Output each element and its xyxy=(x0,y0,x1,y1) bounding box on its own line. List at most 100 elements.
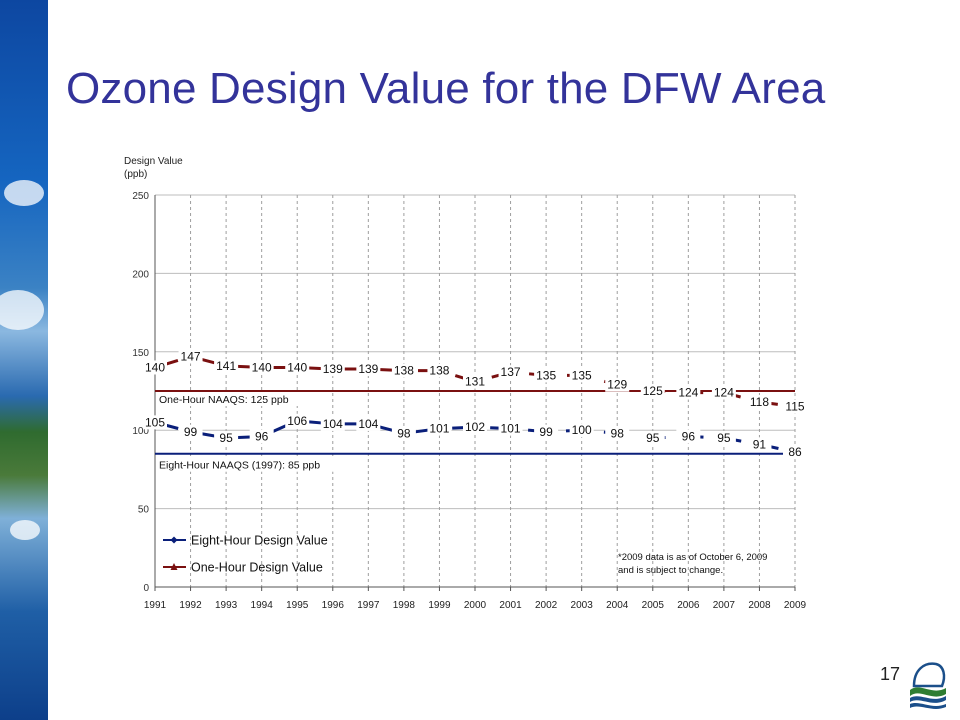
data-label-bg xyxy=(711,385,736,400)
reference-label-bg xyxy=(157,458,341,472)
x-tick-label: 2002 xyxy=(535,600,558,611)
data-label: 147 xyxy=(181,350,201,364)
data-label: 104 xyxy=(323,417,343,431)
y-tick-label: 100 xyxy=(132,426,149,437)
data-label: 140 xyxy=(252,360,272,374)
reference-label-bg xyxy=(157,393,305,406)
y-axis-title: (ppb) xyxy=(124,169,147,180)
data-label: 102 xyxy=(465,420,485,434)
data-label-bg xyxy=(463,420,487,435)
data-label: 99 xyxy=(539,425,553,439)
data-label-bg xyxy=(569,423,594,438)
data-label-bg xyxy=(711,431,736,446)
data-label: 105 xyxy=(145,415,165,429)
data-label-bg xyxy=(676,385,701,400)
x-tick-label: 1995 xyxy=(286,600,309,611)
x-tick-label: 2008 xyxy=(748,600,771,611)
x-tick-label: 1999 xyxy=(428,600,451,611)
data-label-bg xyxy=(463,374,487,389)
x-tick-label: 1993 xyxy=(215,600,238,611)
data-label: 141 xyxy=(216,359,236,373)
data-label: 101 xyxy=(501,422,521,436)
data-label: 96 xyxy=(682,429,696,443)
legend-marker xyxy=(170,536,178,544)
data-label: 115 xyxy=(785,400,804,414)
data-label: 101 xyxy=(429,422,449,436)
data-label: 140 xyxy=(145,360,165,374)
x-tick-label: 1992 xyxy=(179,600,202,611)
x-tick-label: 1994 xyxy=(251,600,274,611)
data-label-bg xyxy=(640,384,665,398)
data-label: 104 xyxy=(358,417,378,431)
data-label-bg xyxy=(783,445,807,460)
data-label: 106 xyxy=(287,414,307,428)
data-label-bg xyxy=(676,429,701,444)
footnote-text: *2009 data is as of October 6, 2009 xyxy=(618,552,767,563)
x-tick-label: 2006 xyxy=(677,600,700,611)
reference-line-label: Eight-Hour NAAQS (1997): 85 ppb xyxy=(159,460,320,472)
data-label: 95 xyxy=(646,431,660,445)
data-label-bg xyxy=(249,360,274,375)
footnote-text: and is subject to change. xyxy=(618,565,723,576)
data-label-bg xyxy=(320,416,345,431)
data-label: 139 xyxy=(323,362,343,376)
data-label: 129 xyxy=(607,378,627,392)
agency-logo-icon xyxy=(906,656,950,712)
page-number: 17 xyxy=(880,664,901,684)
x-tick-label: 1991 xyxy=(144,600,167,611)
data-label-bg xyxy=(427,363,452,378)
data-label-bg xyxy=(285,360,310,375)
y-tick-label: 150 xyxy=(132,348,149,359)
x-tick-label: 1996 xyxy=(322,600,345,611)
y-tick-label: 200 xyxy=(132,269,149,280)
reference-line-label: One-Hour NAAQS: 125 ppb xyxy=(159,394,289,406)
data-label-bg xyxy=(178,424,203,439)
data-label-bg xyxy=(498,421,523,436)
data-label-bg xyxy=(534,368,559,383)
x-tick-label: 2007 xyxy=(713,600,736,611)
slide-title: Ozone Design Value for the DFW Area xyxy=(66,64,826,113)
data-label-bg xyxy=(783,399,807,414)
data-label-bg xyxy=(569,368,594,383)
data-label-bg xyxy=(320,362,345,377)
x-tick-label: 2004 xyxy=(606,600,629,611)
legend-label: One-Hour Design Value xyxy=(191,561,323,575)
data-label: 98 xyxy=(397,426,411,440)
data-label: 139 xyxy=(358,362,378,376)
data-label-bg xyxy=(214,431,239,446)
data-label: 124 xyxy=(678,386,698,400)
data-label: 125 xyxy=(643,384,663,398)
x-tick-label: 1998 xyxy=(393,600,416,611)
data-label: 135 xyxy=(572,368,592,382)
x-tick-label: 2009 xyxy=(784,600,807,611)
data-label-bg xyxy=(747,394,772,409)
y-tick-label: 50 xyxy=(138,505,150,516)
data-label-bg xyxy=(427,421,452,436)
x-tick-label: 1997 xyxy=(357,600,380,611)
x-tick-label: 2003 xyxy=(571,600,594,611)
decorative-side-image xyxy=(0,0,48,720)
data-label: 86 xyxy=(788,445,802,459)
x-tick-label: 2005 xyxy=(642,600,665,611)
data-label-bg xyxy=(640,431,665,446)
data-label: 100 xyxy=(572,423,592,437)
data-label: 135 xyxy=(536,368,556,382)
data-label-bg xyxy=(356,362,381,377)
y-tick-label: 250 xyxy=(132,191,149,202)
data-label-bg xyxy=(605,377,630,392)
data-label-bg xyxy=(143,415,167,430)
data-label: 138 xyxy=(429,364,449,378)
legend-marker xyxy=(170,563,178,570)
data-label-bg xyxy=(178,349,203,364)
data-label: 95 xyxy=(219,431,233,445)
data-label-bg xyxy=(498,365,523,380)
data-label-bg xyxy=(356,416,381,431)
data-label-bg xyxy=(249,429,274,444)
y-tick-label: 0 xyxy=(143,583,149,594)
data-label: 95 xyxy=(717,431,731,445)
legend-label: Eight-Hour Design Value xyxy=(191,534,328,548)
data-label: 131 xyxy=(465,375,485,389)
data-label-bg xyxy=(391,426,416,441)
data-label-bg xyxy=(143,360,167,375)
